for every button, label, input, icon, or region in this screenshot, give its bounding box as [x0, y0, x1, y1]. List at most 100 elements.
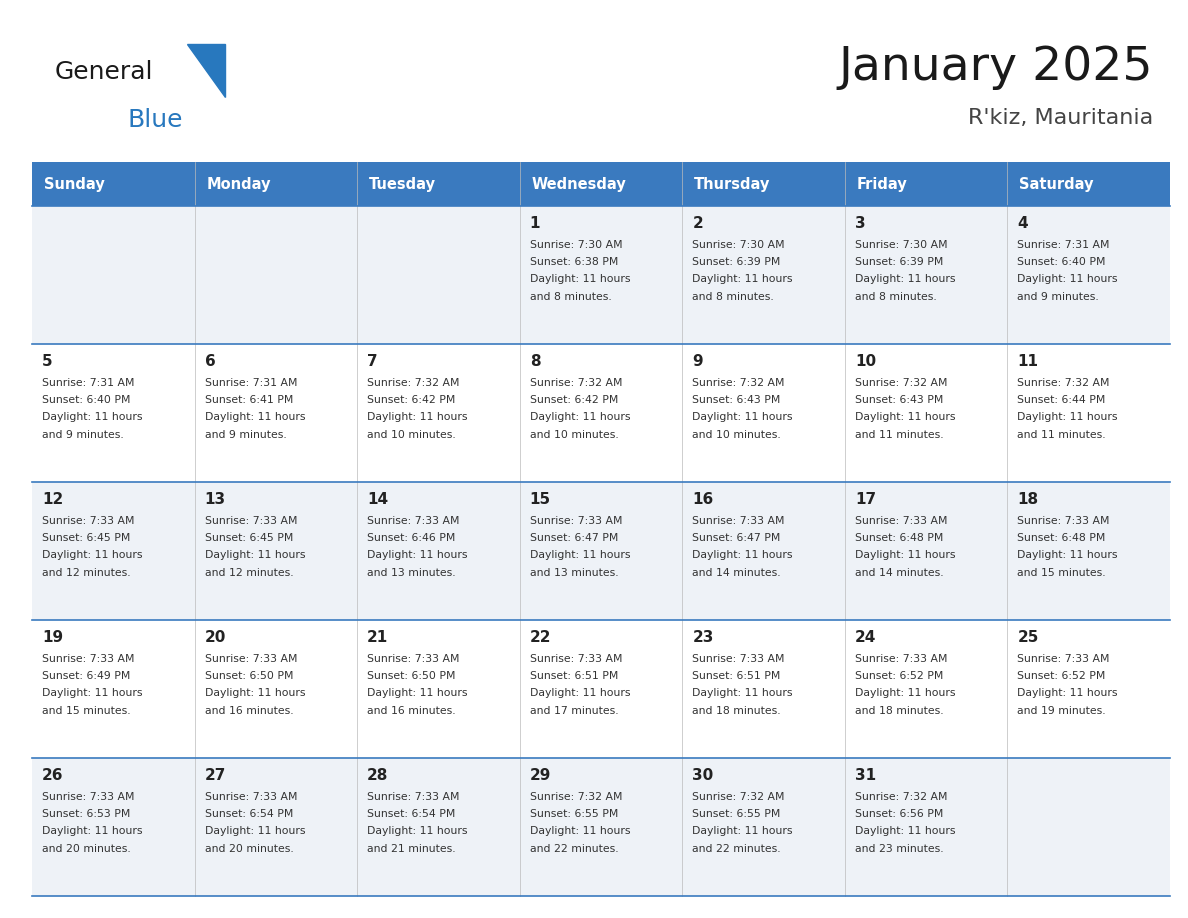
Text: Sunset: 6:52 PM: Sunset: 6:52 PM: [855, 671, 943, 681]
Text: Sunset: 6:51 PM: Sunset: 6:51 PM: [693, 671, 781, 681]
Text: Daylight: 11 hours: Daylight: 11 hours: [204, 551, 305, 561]
Text: 20: 20: [204, 630, 226, 645]
Text: Saturday: Saturday: [1019, 176, 1094, 192]
Text: Daylight: 11 hours: Daylight: 11 hours: [530, 826, 630, 836]
Text: Sunset: 6:40 PM: Sunset: 6:40 PM: [1017, 257, 1106, 267]
Text: 17: 17: [855, 492, 876, 507]
Text: Sunset: 6:41 PM: Sunset: 6:41 PM: [204, 395, 293, 405]
Text: Sunrise: 7:32 AM: Sunrise: 7:32 AM: [530, 791, 623, 801]
Text: and 13 minutes.: and 13 minutes.: [367, 568, 456, 578]
Text: 18: 18: [1017, 492, 1038, 507]
Text: and 20 minutes.: and 20 minutes.: [204, 844, 293, 854]
Text: Sunset: 6:54 PM: Sunset: 6:54 PM: [367, 809, 455, 819]
Text: January 2025: January 2025: [839, 46, 1154, 91]
Text: Sunset: 6:50 PM: Sunset: 6:50 PM: [204, 671, 293, 681]
Text: and 14 minutes.: and 14 minutes.: [855, 568, 943, 578]
Text: Daylight: 11 hours: Daylight: 11 hours: [1017, 412, 1118, 422]
Text: 9: 9: [693, 354, 703, 369]
Text: Sunrise: 7:33 AM: Sunrise: 7:33 AM: [367, 654, 460, 664]
Text: Sunrise: 7:33 AM: Sunrise: 7:33 AM: [42, 516, 134, 525]
Text: Sunrise: 7:33 AM: Sunrise: 7:33 AM: [367, 791, 460, 801]
Text: 4: 4: [1017, 216, 1028, 231]
Text: Sunset: 6:42 PM: Sunset: 6:42 PM: [530, 395, 618, 405]
Text: Sunrise: 7:33 AM: Sunrise: 7:33 AM: [367, 516, 460, 525]
Text: Tuesday: Tuesday: [369, 176, 436, 192]
Text: 23: 23: [693, 630, 714, 645]
Text: Wednesday: Wednesday: [532, 176, 626, 192]
Text: Sunrise: 7:30 AM: Sunrise: 7:30 AM: [855, 240, 948, 250]
Text: and 18 minutes.: and 18 minutes.: [855, 706, 943, 716]
Text: 22: 22: [530, 630, 551, 645]
Text: and 15 minutes.: and 15 minutes.: [42, 706, 131, 716]
Text: Sunset: 6:45 PM: Sunset: 6:45 PM: [204, 533, 293, 543]
Text: 14: 14: [367, 492, 388, 507]
Text: Daylight: 11 hours: Daylight: 11 hours: [367, 551, 468, 561]
Text: Sunrise: 7:32 AM: Sunrise: 7:32 AM: [1017, 377, 1110, 387]
Bar: [32, 758, 1170, 896]
Text: Sunset: 6:44 PM: Sunset: 6:44 PM: [1017, 395, 1106, 405]
Text: Sunrise: 7:30 AM: Sunrise: 7:30 AM: [693, 240, 785, 250]
Text: Sunrise: 7:32 AM: Sunrise: 7:32 AM: [855, 791, 947, 801]
Text: Sunset: 6:45 PM: Sunset: 6:45 PM: [42, 533, 131, 543]
Text: Daylight: 11 hours: Daylight: 11 hours: [693, 688, 792, 699]
Text: Sunrise: 7:33 AM: Sunrise: 7:33 AM: [204, 791, 297, 801]
Text: 29: 29: [530, 768, 551, 783]
Text: Daylight: 11 hours: Daylight: 11 hours: [530, 274, 630, 285]
Text: Daylight: 11 hours: Daylight: 11 hours: [855, 551, 955, 561]
Text: Sunrise: 7:33 AM: Sunrise: 7:33 AM: [855, 516, 947, 525]
Text: and 10 minutes.: and 10 minutes.: [693, 430, 781, 440]
Text: Daylight: 11 hours: Daylight: 11 hours: [693, 551, 792, 561]
Text: and 23 minutes.: and 23 minutes.: [855, 844, 943, 854]
Text: and 13 minutes.: and 13 minutes.: [530, 568, 618, 578]
Text: General: General: [55, 60, 153, 84]
Text: Sunrise: 7:32 AM: Sunrise: 7:32 AM: [693, 791, 785, 801]
Text: Sunrise: 7:30 AM: Sunrise: 7:30 AM: [530, 240, 623, 250]
Text: Daylight: 11 hours: Daylight: 11 hours: [530, 412, 630, 422]
Text: and 22 minutes.: and 22 minutes.: [530, 844, 618, 854]
Text: Sunrise: 7:33 AM: Sunrise: 7:33 AM: [42, 791, 134, 801]
Text: Daylight: 11 hours: Daylight: 11 hours: [530, 688, 630, 699]
Text: Sunday: Sunday: [44, 176, 105, 192]
Text: and 9 minutes.: and 9 minutes.: [42, 430, 124, 440]
Text: 8: 8: [530, 354, 541, 369]
Text: Daylight: 11 hours: Daylight: 11 hours: [204, 412, 305, 422]
Text: and 17 minutes.: and 17 minutes.: [530, 706, 618, 716]
Polygon shape: [187, 44, 225, 97]
Text: and 8 minutes.: and 8 minutes.: [855, 292, 936, 302]
Text: Sunset: 6:55 PM: Sunset: 6:55 PM: [693, 809, 781, 819]
Text: 31: 31: [855, 768, 876, 783]
Text: Sunset: 6:42 PM: Sunset: 6:42 PM: [367, 395, 455, 405]
Text: Sunrise: 7:33 AM: Sunrise: 7:33 AM: [42, 654, 134, 664]
Bar: [32, 344, 1170, 482]
Text: and 10 minutes.: and 10 minutes.: [367, 430, 456, 440]
Text: Sunrise: 7:33 AM: Sunrise: 7:33 AM: [693, 654, 785, 664]
Text: and 20 minutes.: and 20 minutes.: [42, 844, 131, 854]
Text: and 8 minutes.: and 8 minutes.: [530, 292, 612, 302]
Text: and 9 minutes.: and 9 minutes.: [204, 430, 286, 440]
Text: Sunset: 6:50 PM: Sunset: 6:50 PM: [367, 671, 456, 681]
Text: Sunrise: 7:33 AM: Sunrise: 7:33 AM: [530, 654, 623, 664]
Text: 13: 13: [204, 492, 226, 507]
Text: 3: 3: [855, 216, 866, 231]
Text: 28: 28: [367, 768, 388, 783]
Text: and 11 minutes.: and 11 minutes.: [855, 430, 943, 440]
Text: 16: 16: [693, 492, 714, 507]
Text: Sunset: 6:46 PM: Sunset: 6:46 PM: [367, 533, 455, 543]
Text: 21: 21: [367, 630, 388, 645]
Text: and 21 minutes.: and 21 minutes.: [367, 844, 456, 854]
Text: Sunrise: 7:31 AM: Sunrise: 7:31 AM: [42, 377, 134, 387]
Text: Sunset: 6:43 PM: Sunset: 6:43 PM: [693, 395, 781, 405]
Text: Sunset: 6:51 PM: Sunset: 6:51 PM: [530, 671, 618, 681]
Text: Sunset: 6:52 PM: Sunset: 6:52 PM: [1017, 671, 1106, 681]
Text: Sunset: 6:49 PM: Sunset: 6:49 PM: [42, 671, 131, 681]
Text: Sunrise: 7:32 AM: Sunrise: 7:32 AM: [367, 377, 460, 387]
Text: 1: 1: [530, 216, 541, 231]
Text: 6: 6: [204, 354, 215, 369]
Text: 7: 7: [367, 354, 378, 369]
Text: 26: 26: [42, 768, 63, 783]
Text: Sunrise: 7:32 AM: Sunrise: 7:32 AM: [855, 377, 947, 387]
Text: Sunrise: 7:33 AM: Sunrise: 7:33 AM: [855, 654, 947, 664]
Text: Sunrise: 7:33 AM: Sunrise: 7:33 AM: [1017, 516, 1110, 525]
Text: and 16 minutes.: and 16 minutes.: [204, 706, 293, 716]
Text: 5: 5: [42, 354, 52, 369]
